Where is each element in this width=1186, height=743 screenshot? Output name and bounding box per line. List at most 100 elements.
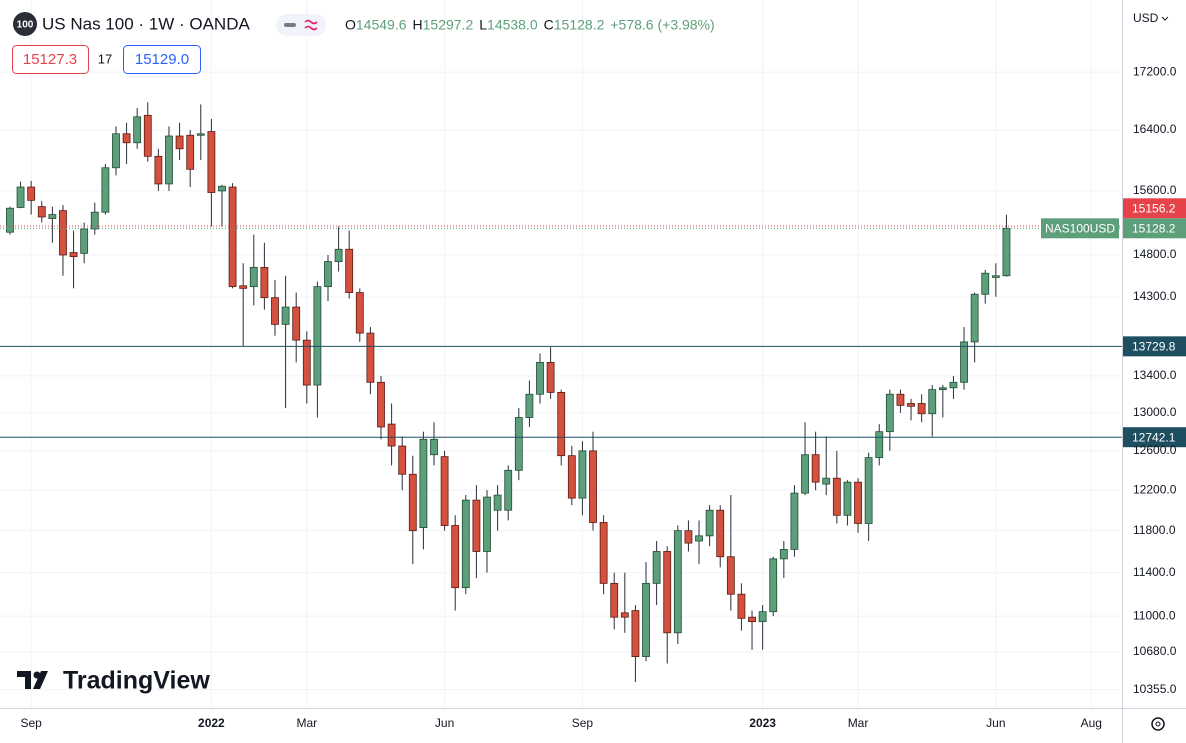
candle-body	[387, 423, 396, 447]
symbol-title[interactable]: US Nas 100 · 1W · OANDA	[42, 14, 250, 33]
candle-body	[663, 551, 672, 634]
candle-body	[461, 499, 470, 589]
candle-body	[832, 477, 841, 516]
candle-body	[652, 551, 661, 584]
x-tick-label: Jun	[435, 716, 454, 730]
y-tick-label: 11800.0	[1133, 523, 1176, 537]
candle-body	[143, 114, 152, 157]
candle-body	[726, 556, 735, 595]
candle-body	[260, 266, 269, 299]
y-tick-label: 14300.0	[1133, 289, 1177, 303]
candle-body	[546, 361, 555, 393]
candle-body	[769, 558, 778, 613]
candle-body	[366, 332, 375, 383]
ohlc-value: 14549.6	[356, 17, 407, 33]
candle-body	[907, 403, 915, 407]
sell-box[interactable]	[12, 45, 89, 74]
spread: 17	[98, 51, 112, 66]
candle-body	[355, 292, 364, 334]
candle-body	[16, 186, 25, 208]
candle-body	[90, 211, 99, 230]
settings-icon[interactable]	[1151, 717, 1165, 731]
candle-body	[207, 131, 216, 193]
y-tick-label: 12600.0	[1133, 443, 1177, 457]
candle-body	[991, 275, 1000, 278]
candle-body	[281, 306, 290, 325]
x-tick-label: Mar	[296, 716, 317, 730]
candle-body	[48, 214, 57, 219]
ohlc-key: L	[479, 17, 487, 33]
sell-price: 15127.3	[23, 51, 77, 68]
currency[interactable]: USD	[1133, 11, 1159, 25]
price-label: 12742.1	[1132, 430, 1176, 444]
candle-body	[525, 393, 534, 418]
symbol-badge	[13, 12, 37, 36]
candle-body	[567, 455, 576, 499]
candle-body	[249, 266, 258, 288]
candle-body	[578, 450, 587, 499]
buy-box[interactable]	[123, 45, 201, 74]
candle-body	[218, 185, 226, 192]
candle-body	[885, 393, 894, 433]
wave-icon	[304, 19, 318, 31]
candle-body	[324, 261, 332, 288]
candle-body	[960, 341, 968, 383]
candle-body	[938, 387, 947, 391]
settings-core	[1155, 721, 1161, 727]
candle-body	[472, 499, 481, 552]
ohlc-key: H	[413, 17, 423, 33]
minus-icon	[284, 23, 296, 27]
candle-body	[610, 582, 619, 618]
ohlc-key: O	[345, 17, 356, 33]
ohlc-value: 15297.2	[423, 17, 474, 33]
logo-text: TradingView	[63, 667, 210, 695]
candle-body	[313, 286, 322, 386]
indicator-toggle[interactable]	[276, 14, 326, 36]
candle-body	[37, 206, 46, 218]
candles	[6, 102, 1011, 683]
candle-body	[133, 116, 142, 144]
x-tick-label: 2023	[749, 716, 776, 730]
y-tick-label: 13400.0	[1133, 368, 1177, 382]
y-tick-label: 10680.0	[1133, 644, 1177, 658]
candle-body	[673, 530, 682, 634]
candle-body	[875, 431, 884, 459]
candle-body	[154, 155, 163, 185]
ohlc-value: 14538.0	[487, 17, 538, 33]
price-label-box	[1123, 198, 1186, 219]
candle-body	[483, 496, 491, 552]
candle-body	[504, 469, 513, 511]
price-label: 15128.2	[1132, 221, 1176, 235]
candle-body	[557, 391, 566, 457]
candle-body	[631, 610, 640, 658]
y-tick-label: 14800.0	[1133, 247, 1177, 261]
candle-body	[175, 135, 184, 150]
change: +578.6 (+3.98%)	[610, 17, 714, 33]
candle-body	[228, 186, 237, 288]
currency-chevron	[1161, 16, 1169, 21]
candle-body	[822, 477, 831, 485]
candle-body	[408, 473, 417, 532]
badge-text: 100	[17, 20, 34, 31]
candle-body	[790, 492, 799, 550]
x-tick-label: Sep	[572, 716, 594, 730]
candle-body	[620, 612, 629, 618]
price-label-box	[1123, 218, 1186, 239]
symbol-label: NAS100USD	[1045, 221, 1115, 235]
x-tick-label: Sep	[20, 716, 42, 730]
candle-body	[451, 525, 460, 589]
candle-body	[440, 456, 449, 526]
grid	[0, 0, 1122, 708]
candle-body	[981, 272, 990, 295]
candle-body	[334, 248, 343, 262]
x-tick-label: Jun	[986, 716, 1005, 730]
y-tick-label: 15600.0	[1133, 183, 1177, 197]
candle-body	[695, 535, 703, 542]
ohlc-key: C	[544, 17, 554, 33]
candle-body	[716, 509, 725, 558]
candle-body	[843, 481, 852, 516]
candle-body	[917, 403, 926, 415]
